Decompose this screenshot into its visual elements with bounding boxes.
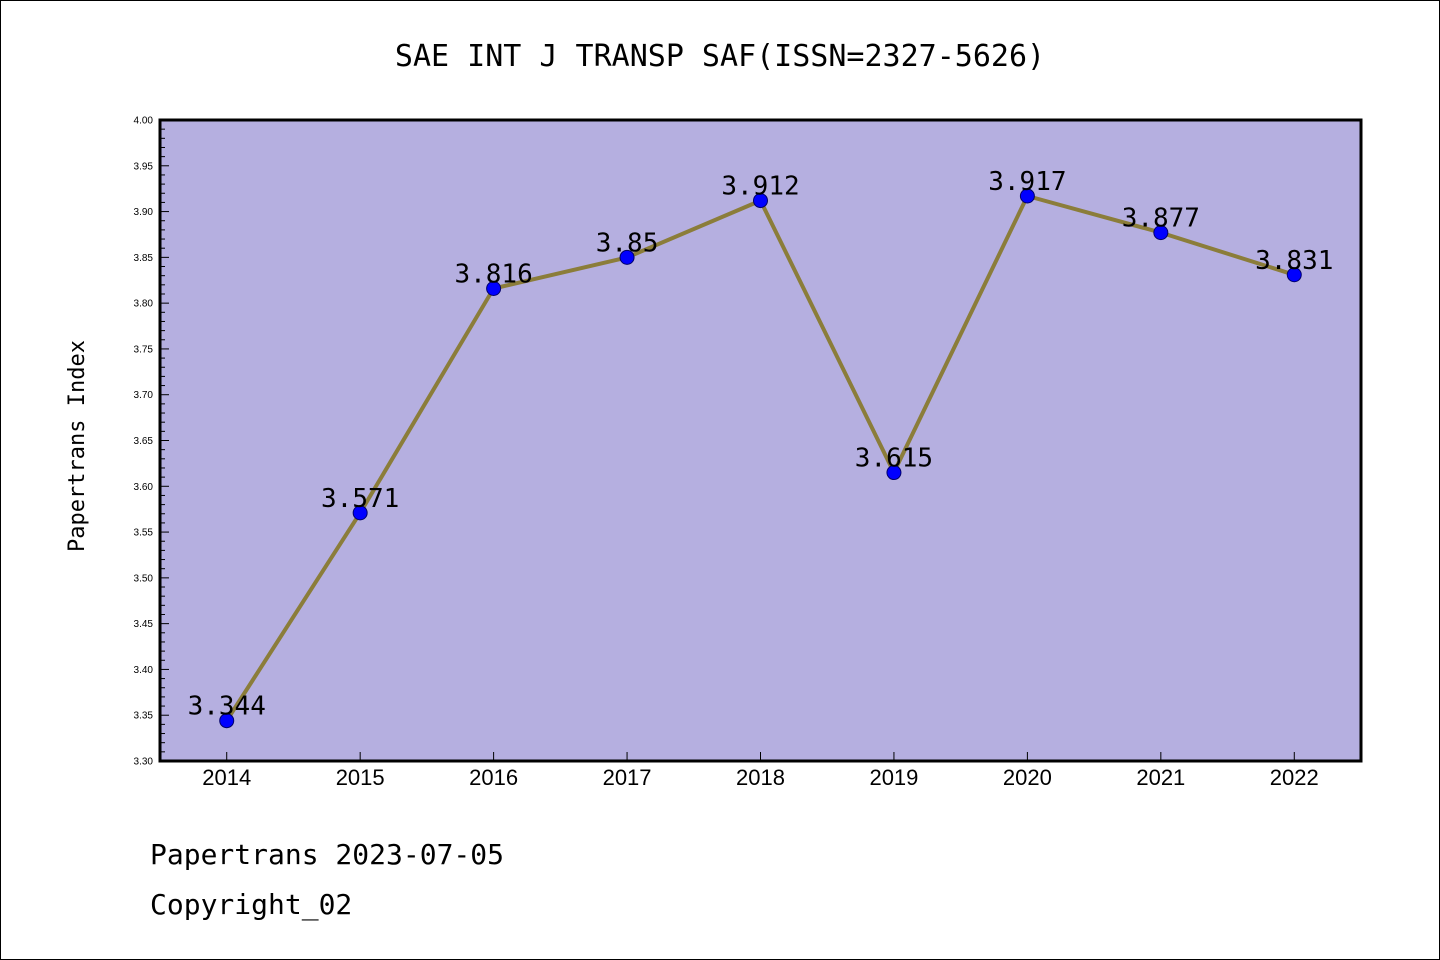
data-labels: 3.344 3.571 3.816 3.85 3.912 3.615 3.917 3.877 3…	[188, 167, 1334, 722]
y-tick-label: 3.45	[134, 619, 154, 630]
data-points	[219, 188, 1302, 729]
y-tick-label: 3.90	[134, 207, 154, 218]
y-tick-label: 3.35	[134, 711, 154, 722]
data-point	[1153, 225, 1169, 241]
data-point	[352, 505, 368, 521]
data-point	[1019, 188, 1035, 204]
x-tick-label: 2022	[1270, 765, 1319, 790]
data-label: 3.85	[596, 228, 659, 258]
data-point	[219, 713, 235, 729]
footer-copyright: Copyright_02	[150, 888, 352, 922]
y-tick-label: 4.00	[134, 116, 154, 127]
y-tick-label: 3.75	[134, 344, 154, 355]
y-axis: 3.30 3.35 3.40 3.45 3.50 3.55 3.60 3.65 3.70 3.75…	[134, 116, 169, 768]
y-tick-label: 3.55	[134, 528, 154, 539]
data-label: 3.917	[988, 167, 1066, 197]
x-tick-label: 2016	[469, 765, 518, 790]
data-point	[619, 249, 635, 265]
data-label: 3.877	[1122, 204, 1200, 234]
data-label: 3.912	[721, 172, 799, 202]
data-point	[886, 465, 902, 481]
data-label: 3.831	[1255, 246, 1333, 276]
data-point	[753, 193, 768, 209]
y-axis-label: Papertrans Index	[65, 340, 90, 552]
y-tick-label: 3.85	[134, 253, 154, 264]
x-tick-label: 2015	[336, 765, 385, 790]
y-tick-label: 3.30	[134, 757, 154, 768]
x-axis: 2014 2015 2016 2017 2018 2019 2020 2021 2022	[202, 752, 1319, 790]
footer-date: Papertrans 2023-07-05	[150, 838, 504, 871]
x-tick-label: 2021	[1136, 765, 1185, 790]
data-point	[486, 280, 502, 296]
y-tick-label: 3.50	[134, 573, 154, 584]
x-tick-label: 2017	[603, 765, 652, 790]
x-tick-label: 2019	[869, 765, 918, 790]
y-tick-label: 3.70	[134, 390, 154, 401]
data-label: 3.344	[188, 692, 266, 722]
data-label: 3.571	[321, 484, 399, 514]
data-label: 3.615	[855, 444, 933, 474]
data-point	[1286, 267, 1302, 283]
y-tick-label: 3.40	[134, 665, 154, 676]
data-label: 3.816	[454, 259, 532, 289]
y-tick-label: 3.60	[134, 482, 154, 493]
y-tick-label: 3.65	[134, 436, 154, 447]
y-tick-label: 3.95	[134, 161, 154, 172]
x-tick-label: 2020	[1003, 765, 1052, 790]
x-tick-label: 2014	[202, 765, 251, 790]
plot-border	[158, 118, 1363, 763]
chart-title: SAE INT J TRANSP SAF(ISSN=2327-5626)	[395, 39, 1045, 74]
x-tick-label: 2018	[736, 765, 785, 790]
y-tick-label: 3.80	[134, 299, 154, 310]
